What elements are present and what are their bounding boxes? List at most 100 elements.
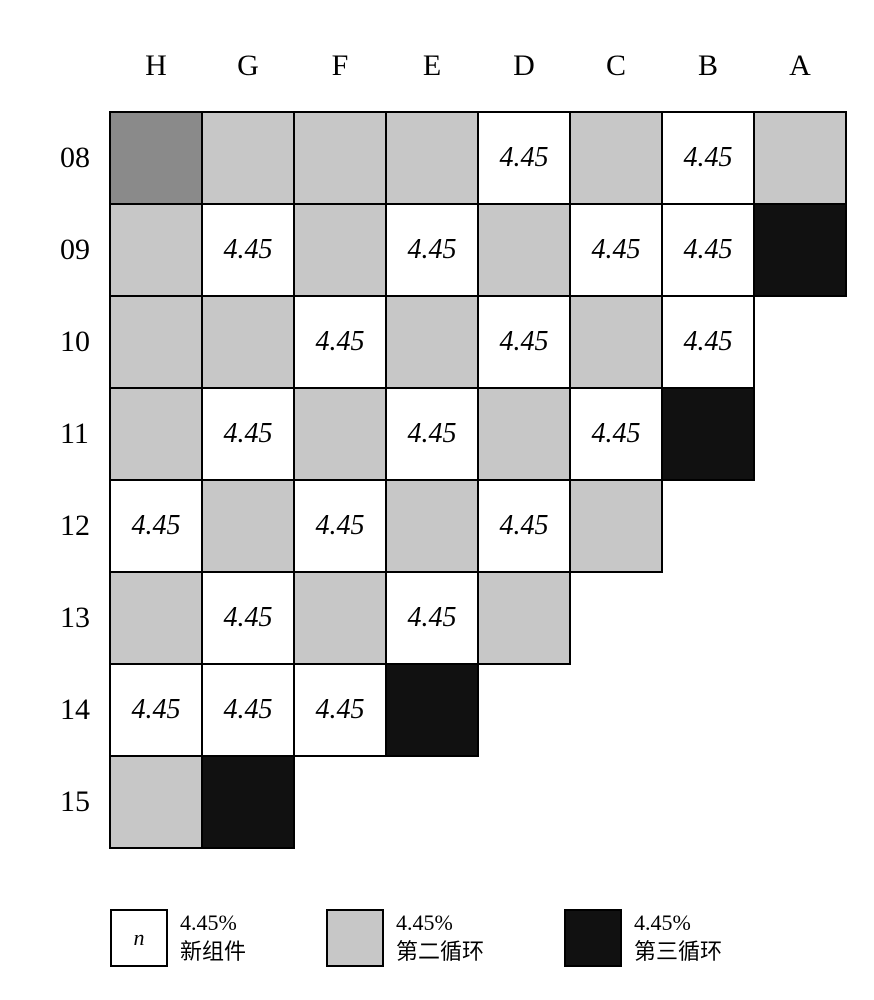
empty-cell: [754, 664, 846, 756]
cell-value: 4.45: [132, 510, 181, 541]
grid-cell: 4.45: [294, 480, 386, 572]
corner-spacer: [60, 20, 110, 112]
grid-row: 144.454.454.45: [60, 664, 846, 756]
grid-cell: 4.45: [202, 388, 294, 480]
grid-cell: 4.45: [662, 204, 754, 296]
column-header-row: H G F E D C B A: [60, 20, 846, 112]
legend-item: 4.45%第二循环: [326, 909, 484, 967]
grid-cell: [294, 204, 386, 296]
grid-cell: [754, 112, 846, 204]
cell-value: 4.45: [684, 234, 733, 265]
grid-cell: 4.45: [570, 204, 662, 296]
empty-cell: [662, 664, 754, 756]
grid-cell: [570, 112, 662, 204]
grid-cell: [294, 388, 386, 480]
legend-label-line2: 第二循环: [396, 938, 484, 967]
cell-value: 4.45: [408, 234, 457, 265]
legend-label-line2: 第三循环: [634, 938, 722, 967]
grid-cell: 4.45: [386, 204, 478, 296]
grid-cell: [202, 480, 294, 572]
empty-cell: [754, 388, 846, 480]
grid-cell: [386, 296, 478, 388]
col-header: H: [110, 20, 202, 112]
empty-cell: [570, 572, 662, 664]
empty-cell: [754, 480, 846, 572]
row-header: 10: [60, 296, 110, 388]
grid-cell: [386, 664, 478, 756]
grid-cell: 4.45: [110, 664, 202, 756]
grid-row: 09 4.45 4.45 4.45 4.45: [60, 204, 846, 296]
row-header: 11: [60, 388, 110, 480]
grid-cell: 4.45: [386, 388, 478, 480]
grid-cell: [754, 204, 846, 296]
grid-cell: 4.45: [294, 664, 386, 756]
legend-label-line1: 4.45%: [180, 909, 246, 938]
cell-value: 4.45: [408, 602, 457, 633]
grid-cell: 4.45: [386, 572, 478, 664]
col-header: G: [202, 20, 294, 112]
col-header: F: [294, 20, 386, 112]
core-layout-grid: H G F E D C B A 084.454.45094.454.454.45…: [60, 20, 847, 849]
cell-value: 4.45: [224, 418, 273, 449]
cell-value: 4.45: [224, 694, 273, 725]
grid-cell: 4.45: [294, 296, 386, 388]
grid-cell: 4.45: [478, 112, 570, 204]
grid-cell: 4.45: [202, 204, 294, 296]
cell-value: 4.45: [316, 326, 365, 357]
row-header: 09: [60, 204, 110, 296]
grid-cell: [202, 756, 294, 848]
cell-value: 4.45: [316, 510, 365, 541]
legend-swatch: [326, 909, 384, 967]
cell-value: 4.45: [500, 142, 549, 173]
col-header: B: [662, 20, 754, 112]
grid-cell: 4.45: [662, 296, 754, 388]
grid-cell: [478, 388, 570, 480]
grid-cell: [294, 112, 386, 204]
row-header: 14: [60, 664, 110, 756]
legend-symbol: n: [134, 925, 145, 951]
empty-cell: [478, 664, 570, 756]
cell-value: 4.45: [224, 602, 273, 633]
row-header: 13: [60, 572, 110, 664]
grid-row: 084.454.45: [60, 112, 846, 204]
col-header: E: [386, 20, 478, 112]
cell-value: 4.45: [684, 142, 733, 173]
col-header: C: [570, 20, 662, 112]
cell-value: 4.45: [500, 510, 549, 541]
grid-cell: [294, 572, 386, 664]
grid-cell: [570, 480, 662, 572]
row-header: 15: [60, 756, 110, 848]
cell-value: 4.45: [408, 418, 457, 449]
legend-label: 4.45%第三循环: [634, 909, 722, 966]
grid-cell: 4.45: [570, 388, 662, 480]
grid-cell: [478, 204, 570, 296]
grid-cell: 4.45: [478, 296, 570, 388]
grid-cell: [386, 480, 478, 572]
grid-cell: [110, 572, 202, 664]
legend-item: n 4.45%新组件: [110, 909, 246, 967]
legend-label: 4.45%新组件: [180, 909, 246, 966]
legend-swatch: n: [110, 909, 168, 967]
empty-cell: [386, 756, 478, 848]
cell-value: 4.45: [224, 234, 273, 265]
empty-cell: [754, 572, 846, 664]
grid-row: 11 4.45 4.45 4.45: [60, 388, 846, 480]
empty-cell: [662, 756, 754, 848]
legend-item: 4.45%第三循环: [564, 909, 722, 967]
grid-cell: [202, 296, 294, 388]
col-header: D: [478, 20, 570, 112]
grid-cell: [662, 388, 754, 480]
grid-cell: [478, 572, 570, 664]
grid-cell: 4.45: [202, 572, 294, 664]
cell-value: 4.45: [500, 326, 549, 357]
grid-cell: [110, 756, 202, 848]
grid-cell: [386, 112, 478, 204]
cell-value: 4.45: [684, 326, 733, 357]
grid-row: 13 4.45 4.45: [60, 572, 846, 664]
grid-row: 124.454.454.45: [60, 480, 846, 572]
empty-cell: [662, 572, 754, 664]
grid-cell: 4.45: [110, 480, 202, 572]
cell-value: 4.45: [316, 694, 365, 725]
grid-cell: [570, 296, 662, 388]
empty-cell: [294, 756, 386, 848]
